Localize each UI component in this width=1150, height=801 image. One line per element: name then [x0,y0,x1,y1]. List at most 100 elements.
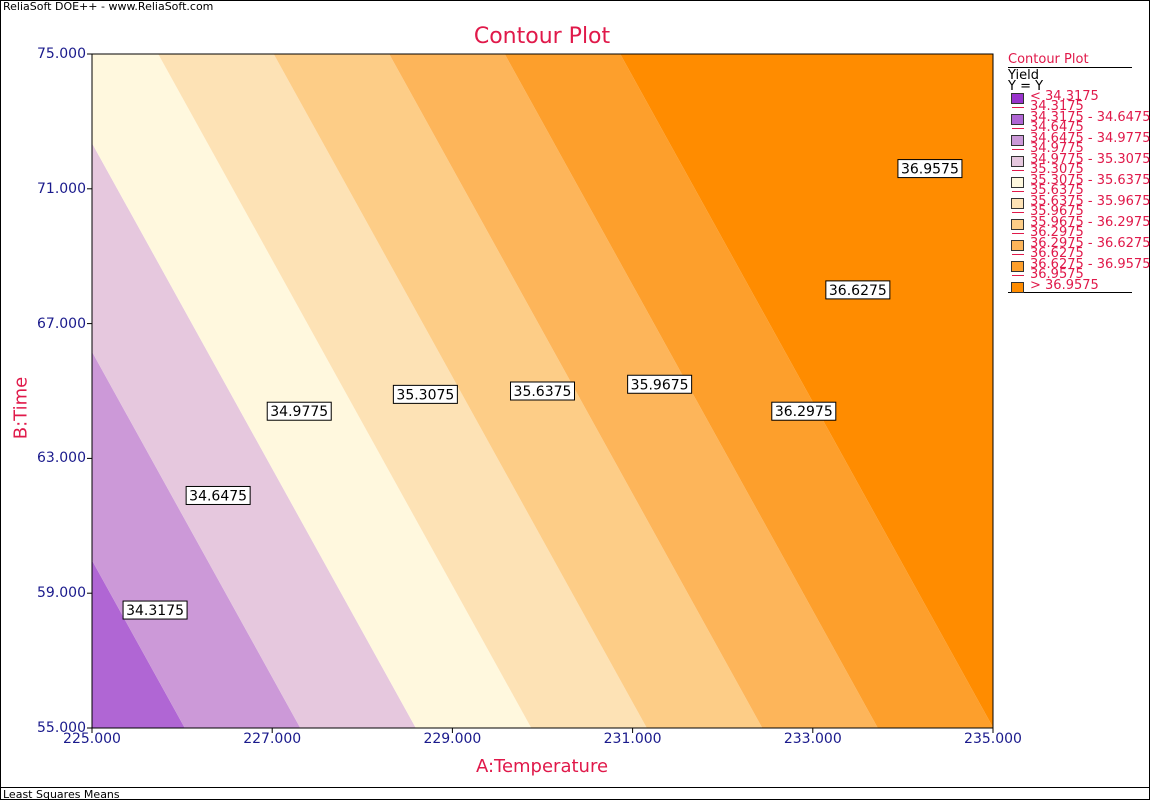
legend-entry-label: 36.2975 - 36.6275 [1030,236,1150,251]
y-tick-label: 55.000 [37,720,86,736]
legend-boundary: 34.9775 [1008,141,1138,156]
legend-entry-label: > 36.9575 [1030,278,1099,293]
x-tick-label: 225.000 [63,731,121,747]
legend-swatch [1011,282,1024,293]
y-tick-label: 67.000 [37,315,86,332]
legend-swatch [1011,177,1024,188]
contour-band [92,351,301,728]
contour-label: 36.6275 [825,280,891,300]
svg-text:36.2975: 36.2975 [775,404,833,420]
legend-entry: 36.2975 - 36.6275 [1008,237,1150,251]
legend-boundary-label: 35.3075 [1030,162,1084,177]
status-text: Least Squares Means [3,788,120,801]
contour-band [92,560,185,728]
legend-boundary: 36.2975 [1008,225,1138,240]
legend-boundary: 34.3175 [1008,99,1138,114]
legend-boundary: 35.9675 [1008,205,1138,218]
legend-rule [1008,292,1132,293]
chart-title: Contour Plot [473,24,611,49]
legend-entry: 34.9775 - 35.3075 [1008,153,1150,167]
plot-border [91,53,994,729]
legend: Contour Plot Yield Y = Y < 34.3175 34.317… [1008,52,1150,294]
legend-boundary-line [1012,128,1024,129]
legend-swatch [1011,219,1024,230]
contour-band [504,54,993,728]
legend-boundary-label: 36.2975 [1030,225,1084,240]
x-tick-label: 229.000 [423,731,482,747]
legend-items: < 34.3175 34.3175 34.3175 - 34.6475 34.6475… [1008,89,1150,293]
legend-entry-label: 35.6375 - 35.9675 [1030,194,1150,209]
legend-entry: 34.6475 - 34.9775 [1008,132,1150,146]
y-tick-label: 63.000 [37,450,86,467]
legend-entry: 35.6375 - 35.9675 [1008,195,1150,209]
contour-label: 34.6475 [185,485,251,505]
legend-boundary-label: 36.6275 [1030,246,1084,261]
legend-title: Contour Plot [1008,52,1089,67]
legend-boundary-line [1012,107,1024,108]
legend-swatch [1011,114,1024,125]
legend-boundary-label: 36.9575 [1030,267,1084,282]
legend-boundary-line [1012,170,1024,171]
legend-boundary: 35.3075 [1008,162,1138,177]
legend-variable: Yield [1008,68,1039,83]
contour-label: 35.9675 [627,374,693,394]
legend-entry: 36.6275 - 36.9575 [1008,258,1150,272]
x-tick-label: 231.000 [603,731,662,747]
legend-entry: > 36.9575 [1008,278,1138,293]
legend-boundary-label: 35.6375 [1030,183,1084,198]
app-title: ReliaSoft DOE++ - www.ReliaSoft.com [3,0,214,13]
contour-band [92,54,532,728]
legend-entry: 35.3075 - 35.6375 [1008,174,1150,188]
legend-entry-label: 36.6275 - 36.9575 [1030,257,1150,272]
legend-boundary-label: 34.6475 [1030,120,1084,135]
y-tick-label: 71.000 [37,180,86,197]
contour-label: 35.6375 [510,381,575,401]
y-tick-label: 59.000 [37,585,86,602]
contour-band [620,54,993,728]
legend-equation: Y = Y [1008,79,1044,94]
legend-boundary-label: 34.3175 [1030,99,1084,114]
legend-boundary-line [1012,212,1024,213]
contour-label: 36.2975 [771,401,837,421]
legend-boundary: 36.6275 [1008,246,1138,261]
legend-boundary: 35.6375 [1008,183,1138,198]
x-tick-label: 235.000 [964,731,1022,747]
legend-swatch [1011,156,1024,167]
y-tick-label: 75.000 [37,46,86,62]
legend-boundary-line [1012,191,1024,192]
svg-text:34.3175: 34.3175 [126,603,184,619]
contour-label: 35.3075 [392,384,458,404]
legend-boundary: 36.9575 [1008,267,1138,282]
legend-boundary-label: 34.9775 [1030,141,1084,156]
svg-text:36.6275: 36.6275 [829,283,887,299]
contour-label: 34.3175 [122,600,188,620]
legend-entry-label: 34.9775 - 35.3075 [1030,152,1150,167]
legend-boundary: 34.6475 [1008,120,1138,135]
legend-entry-label: 34.3175 - 34.6475 [1030,110,1150,125]
legend-entry: 34.3175 - 34.6475 [1008,111,1150,125]
legend-boundary-line [1012,149,1024,150]
legend-entry-label: 34.6475 - 34.9775 [1030,131,1150,146]
svg-text:35.9675: 35.9675 [631,377,689,393]
x-tick-label: 233.000 [783,731,842,747]
legend-rule [1008,67,1132,68]
status-divider [0,787,1150,788]
svg-text:34.6475: 34.6475 [189,488,247,504]
legend-entry: < 34.3175 [1008,89,1138,104]
legend-entry-label: < 34.3175 [1030,89,1099,104]
legend-entry: 35.9675 - 36.2975 [1008,216,1150,230]
legend-boundary-line [1012,233,1024,234]
legend-swatch [1011,261,1024,272]
legend-boundary-line [1012,275,1024,276]
legend-entry-label: 35.9675 - 36.2975 [1030,215,1150,230]
svg-text:35.3075: 35.3075 [396,387,454,403]
legend-swatch [1011,135,1024,146]
legend-swatch [1011,240,1024,251]
svg-text:35.6375: 35.6375 [514,384,572,400]
x-axis-label: A:Temperature [475,756,609,777]
svg-text:36.9575: 36.9575 [901,162,959,178]
contour-label: 36.9575 [897,159,963,179]
legend-swatch [1011,93,1024,104]
contour-label: 34.9775 [266,401,332,421]
